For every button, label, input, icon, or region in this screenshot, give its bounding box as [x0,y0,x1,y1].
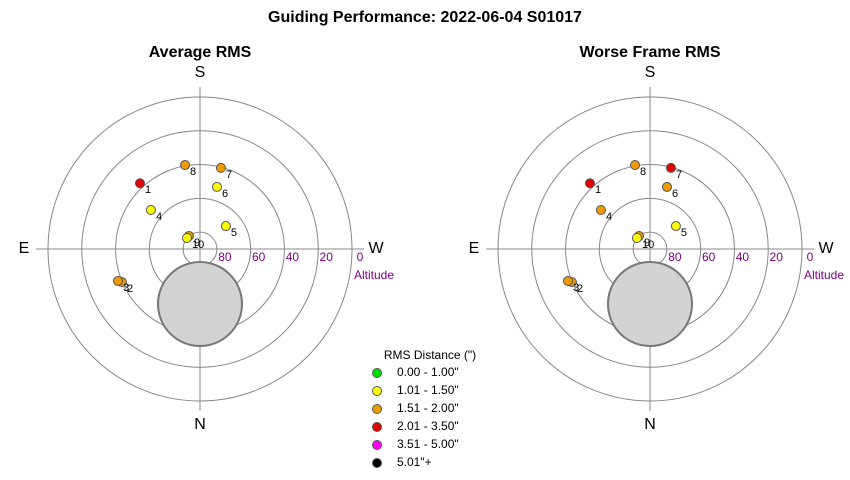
r-tick-label: 40 [286,250,300,264]
point [211,181,222,192]
r-axis-label: Altitude [354,268,394,282]
legend-title: RMS Distance (") [384,348,476,362]
obstruction [157,261,243,347]
point-label: 2 [127,283,133,295]
r-tick-label: 60 [252,250,266,264]
direction-label: E [19,240,30,257]
point-label: 1 [595,184,601,196]
point-label: 5 [681,227,687,239]
point-label: 8 [640,166,646,178]
legend-label: 5.01"+ [397,455,432,469]
direction-label: S [645,64,656,81]
direction-label: N [644,416,656,433]
r-tick-label: 80 [218,250,232,264]
legend-marker [372,404,382,414]
direction-label: N [194,416,206,433]
point-label: 9 [644,237,650,249]
point [584,178,595,189]
point [630,160,641,171]
legend-marker [372,458,382,468]
r-tick-label: 20 [320,250,334,264]
point [631,232,642,243]
point-label: 8 [190,166,196,178]
legend-label: 3.51 - 5.00" [397,437,459,451]
ring [81,130,319,368]
r-tick-label: 40 [736,250,750,264]
obstruction [607,261,693,347]
legend-label: 0.00 - 1.00" [397,365,459,379]
point-label: 1 [145,184,151,196]
point-label: 3 [123,282,129,294]
page-title: Guiding Performance: 2022-06-04 S01017 [268,9,582,26]
point-label: 4 [156,211,162,223]
legend-marker [372,440,382,450]
direction-label: E [469,240,480,257]
point-label: 7 [676,169,682,181]
legend-label: 2.01 - 3.50" [397,419,459,433]
point [145,204,156,215]
plot-title: Worse Frame RMS [579,44,720,61]
legend-label: 1.51 - 2.00" [397,401,459,415]
point [563,275,574,286]
r-tick-label: 0 [807,250,814,264]
point-label: 4 [606,211,612,223]
point [180,160,191,171]
legend-marker [372,368,382,378]
point [113,275,124,286]
r-tick-label: 60 [702,250,716,264]
point-label: 6 [672,188,678,200]
point [665,162,676,173]
point-label: 7 [226,169,232,181]
point-label: 3 [573,282,579,294]
ring [47,96,353,402]
direction-label: W [818,240,834,257]
point [181,232,192,243]
point-label: 2 [577,283,583,295]
point [670,221,681,232]
r-tick-label: 20 [770,250,784,264]
plot-title: Average RMS [149,44,252,61]
direction-label: W [368,240,384,257]
point [220,221,231,232]
legend-marker [372,386,382,396]
legend-label: 1.01 - 1.50" [397,383,459,397]
point-label: 6 [222,188,228,200]
point-label: 10 [192,239,204,251]
ring [531,130,769,368]
r-tick-label: 80 [668,250,682,264]
point [595,204,606,215]
legend-marker [372,422,382,432]
point [134,178,145,189]
r-axis-label: Altitude [804,268,844,282]
point [661,181,672,192]
point-label: 10 [642,239,654,251]
point-label: 9 [194,237,200,249]
point-label: 5 [231,227,237,239]
point [215,162,226,173]
ring [497,96,803,402]
r-tick-label: 0 [357,250,364,264]
direction-label: S [195,64,206,81]
